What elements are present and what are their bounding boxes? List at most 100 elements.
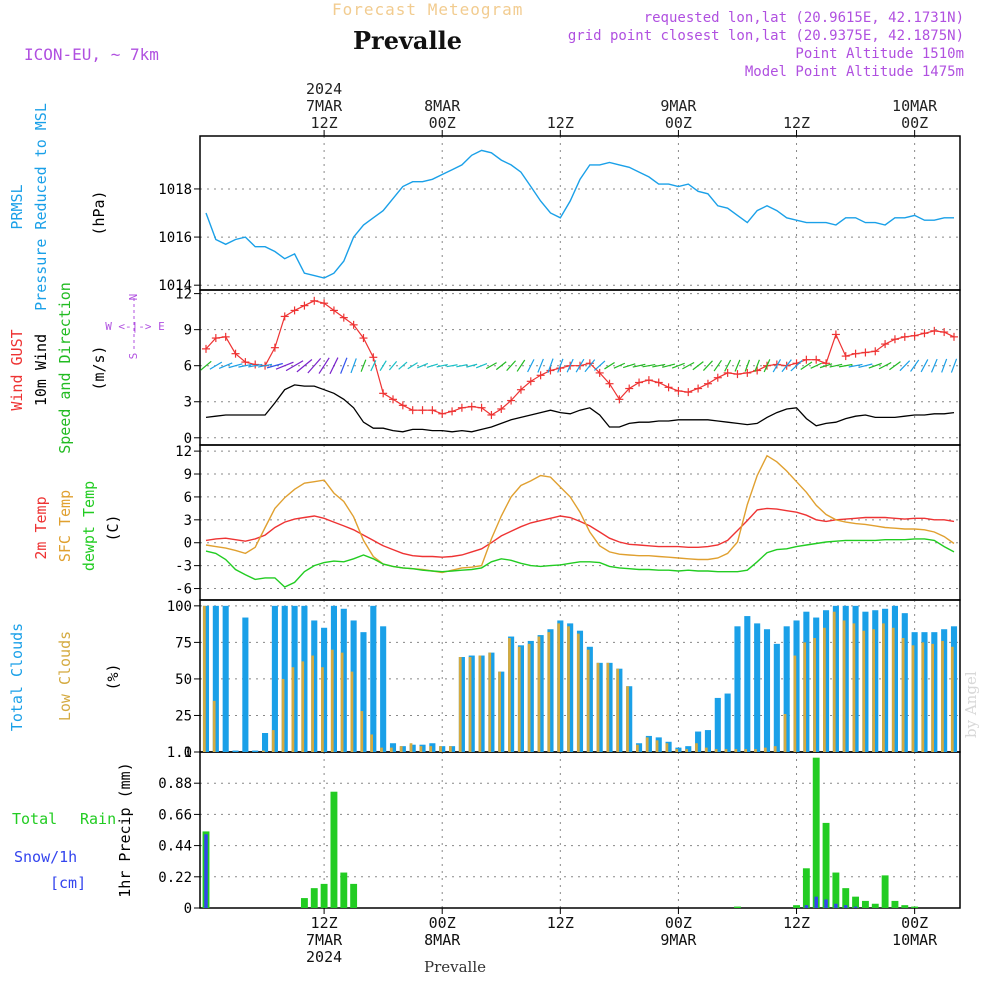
wind-direction-arrow <box>889 361 901 371</box>
total-cloud-bar <box>950 626 958 752</box>
gust-marker <box>202 344 210 353</box>
wind-direction-arrow <box>416 362 429 369</box>
gust-marker <box>251 360 260 369</box>
snow-bar <box>834 903 838 908</box>
wind-ytick-label: 6 <box>184 359 192 375</box>
wind-direction-arrow <box>218 362 233 369</box>
gust-marker <box>881 340 890 349</box>
total-cloud-bar <box>449 746 456 752</box>
gust-marker <box>723 368 732 377</box>
gust-marker <box>438 409 447 418</box>
wind-direction-arrow <box>547 358 554 373</box>
wind-direction-arrow <box>266 362 283 369</box>
precip-panel: 0 0.22 0.44 0.66 0.88 1.1 <box>158 745 961 917</box>
low-cloud-bar <box>576 633 580 752</box>
total-cloud-bar <box>252 750 259 752</box>
wind-direction-arrow <box>604 361 615 370</box>
low-cloud-bar <box>626 686 629 752</box>
wind-direction-arrow <box>436 363 448 368</box>
total-cloud-bar <box>478 655 485 752</box>
low-cloud-bar <box>901 638 905 752</box>
gust-marker <box>910 331 919 340</box>
low-cloud-bar <box>517 646 521 752</box>
low-cloud-bar <box>882 623 885 752</box>
wind-direction-arrow <box>920 359 929 373</box>
total-cloud-bar <box>370 605 377 752</box>
gust-marker <box>635 378 644 387</box>
wind-direction-arrow <box>941 358 948 373</box>
low-cloud-bar <box>891 627 895 752</box>
low-cloud-bar <box>685 749 688 752</box>
gust-marker <box>241 358 250 367</box>
low-cloud-bar <box>636 744 639 752</box>
low-cloud-bar <box>567 626 570 752</box>
low-cloud-bar <box>803 642 807 752</box>
gust-marker <box>930 326 939 335</box>
gust-marker <box>389 395 397 404</box>
wind-direction-arrow <box>340 357 348 374</box>
model-label: ICON-EU, ~ 7km <box>24 45 159 64</box>
cloud-unit-label: (%) <box>104 663 122 690</box>
total-cloud-bar <box>655 737 662 752</box>
low-cloud-bar <box>596 662 600 752</box>
total-cloud-bar <box>380 626 387 752</box>
gust-marker <box>684 388 693 397</box>
low-cloud-bar <box>931 643 935 752</box>
gust-marker <box>408 406 417 415</box>
gust-marker <box>644 376 653 385</box>
wind-direction-arrow <box>790 359 803 372</box>
gust-marker <box>280 312 289 321</box>
clouds-ytick-label: 0 <box>184 745 192 761</box>
wind-direction-arrow <box>810 362 822 369</box>
low-cloud-bar <box>950 646 954 752</box>
pressure-unit-label: (hPa) <box>90 190 108 235</box>
total-cloud-bar <box>941 629 948 752</box>
sfc-temp-label: SFC Temp <box>56 490 74 562</box>
total-cloud-bar <box>606 662 613 752</box>
low-cloud-bar <box>695 743 698 752</box>
low-cloud-bar <box>429 746 433 752</box>
rain-bar <box>842 888 850 908</box>
low-cloud-bar <box>862 630 866 752</box>
low-clouds-label: Low Clouds <box>56 631 74 721</box>
gust-marker <box>713 373 722 382</box>
low-cloud-bar <box>488 652 492 752</box>
total-cloud-bar <box>754 623 761 752</box>
gust-marker <box>625 384 634 393</box>
rain-bar <box>891 900 899 908</box>
low-cloud-bar <box>330 649 334 752</box>
wind-direction-arrow <box>878 361 892 370</box>
top-time-label: 12Z <box>547 114 574 132</box>
wind-direction-arrow <box>734 359 741 372</box>
gust-marker <box>231 349 240 358</box>
gust-marker <box>270 343 279 352</box>
low-cloud-bar <box>321 667 324 752</box>
wind-direction-arrow <box>200 360 212 371</box>
low-cloud-bar <box>360 711 364 752</box>
total-cloud-bar <box>409 744 416 752</box>
total-cloud-bar <box>301 605 308 752</box>
wind-direction-arrow <box>868 362 882 369</box>
top-time-label: 7MAR <box>306 97 343 115</box>
top-time-label: 8MAR <box>424 97 461 115</box>
snow-bar <box>853 906 858 908</box>
low-cloud-bar <box>823 627 826 752</box>
total-cloud-bar <box>645 735 652 752</box>
snow-bar <box>814 896 818 908</box>
low-cloud-bar <box>458 657 462 752</box>
total-cloud-bar <box>891 605 898 752</box>
rain-bar <box>852 896 860 908</box>
total-cloud-bar <box>547 629 554 752</box>
total-cloud-bar <box>488 652 495 752</box>
gust-marker <box>536 371 545 380</box>
total-cloud-bar <box>586 646 593 752</box>
temperature-ytick-label: 3 <box>184 513 192 529</box>
low-cloud-bar <box>301 661 305 752</box>
low-cloud-bar <box>941 640 944 752</box>
total-cloud-bar <box>685 746 692 752</box>
gust-marker <box>920 329 929 338</box>
total-cloud-bar <box>360 632 367 752</box>
clouds-ytick-label: 50 <box>175 672 192 688</box>
gust-marker <box>940 328 949 337</box>
bottom-time-label: 2024 <box>306 948 342 966</box>
